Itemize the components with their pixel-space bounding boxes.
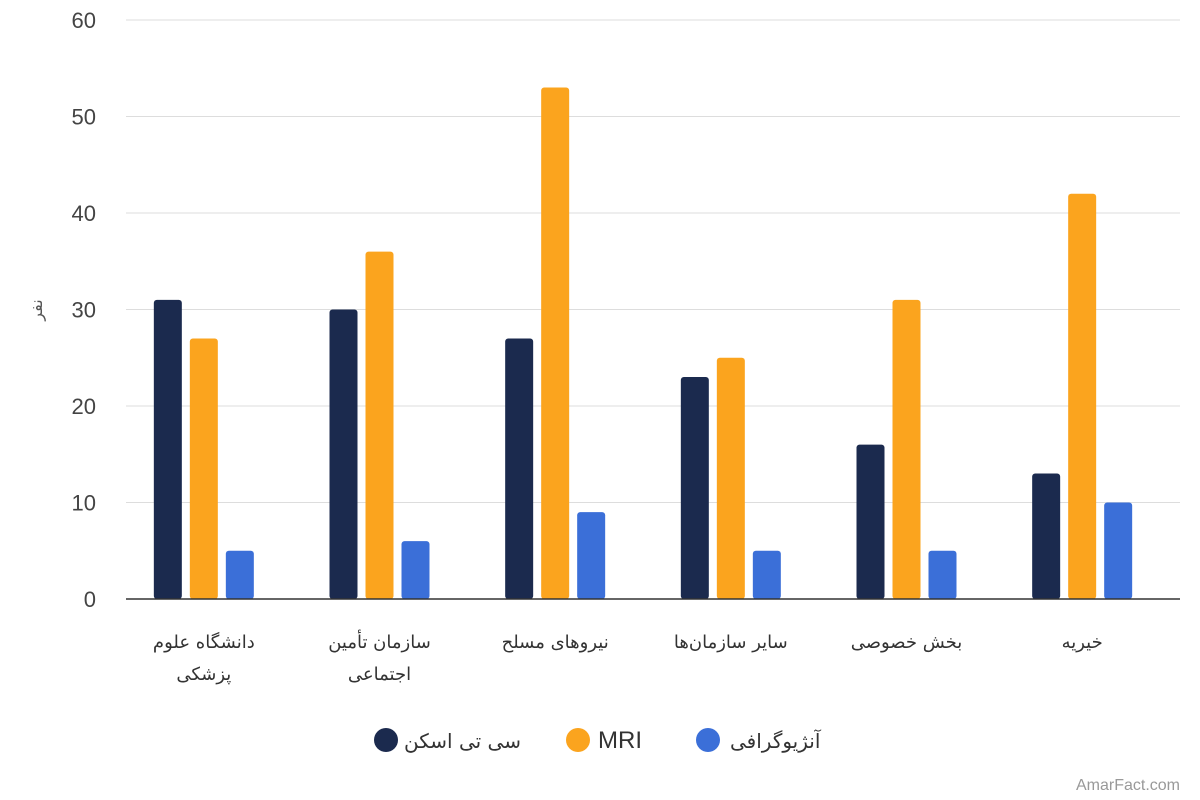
legend-swatch <box>696 728 720 752</box>
x-category-label: خیریه <box>1062 632 1103 653</box>
x-category-label: نیروهای مسلح <box>502 632 609 653</box>
y-tick-label: 60 <box>72 8 96 33</box>
bar-2-2 <box>365 251 394 599</box>
y-axis-ticks: 0 10 20 30 40 50 60 <box>72 8 96 612</box>
y-tick-label: 50 <box>72 105 96 130</box>
y-tick-label: 10 <box>72 491 96 516</box>
y-tick-label: 20 <box>72 394 96 419</box>
x-category-label: پزشکی <box>176 664 231 685</box>
bar-2-5 <box>892 299 921 599</box>
x-category-label: دانشگاه علوم <box>153 631 255 653</box>
bar-3-4 <box>752 550 781 599</box>
bar-1-6 <box>1032 473 1061 599</box>
bar-2-4 <box>716 357 745 599</box>
bar-1-5 <box>856 444 885 599</box>
y-axis-title: نفر <box>27 299 47 321</box>
y-tick-label: 30 <box>72 298 96 323</box>
gridlines <box>126 19 1180 503</box>
y-tick-label: 0 <box>84 587 96 612</box>
legend-label: MRI <box>598 727 642 754</box>
legend: سی تی اسکن MRI آنژیوگرافی <box>374 727 822 754</box>
x-category-label: بخش خصوصی <box>851 632 963 653</box>
bar-2-6 <box>1068 193 1097 599</box>
bar-3-2 <box>401 541 430 599</box>
bar-3-6 <box>1104 502 1133 599</box>
bar-3-1 <box>225 550 254 599</box>
legend-label: سی تی اسکن <box>404 729 521 753</box>
x-axis-labels: دانشگاه علوم پزشکی سازمان تأمین اجتماعی نیرو… <box>153 629 1103 685</box>
bar-1-4 <box>680 377 709 599</box>
legend-swatch <box>374 728 398 752</box>
bar-3-5 <box>928 550 957 599</box>
bar-2-1 <box>189 338 218 599</box>
bars-group <box>153 87 1133 600</box>
y-tick-label: 40 <box>72 201 96 226</box>
bar-1-1 <box>153 299 182 599</box>
watermark-text: AmarFact.com <box>1076 777 1180 794</box>
bar-1-2 <box>329 309 358 599</box>
x-category-label: سایر سازمان‌ها <box>674 632 788 653</box>
legend-label: آنژیوگرافی <box>730 728 822 753</box>
bar-3-3 <box>577 512 606 599</box>
x-category-label: سازمان تأمین <box>328 629 431 653</box>
legend-swatch <box>566 728 590 752</box>
x-category-label: اجتماعی <box>348 664 411 685</box>
bar-2-3 <box>541 87 570 600</box>
bar-1-3 <box>505 338 534 599</box>
